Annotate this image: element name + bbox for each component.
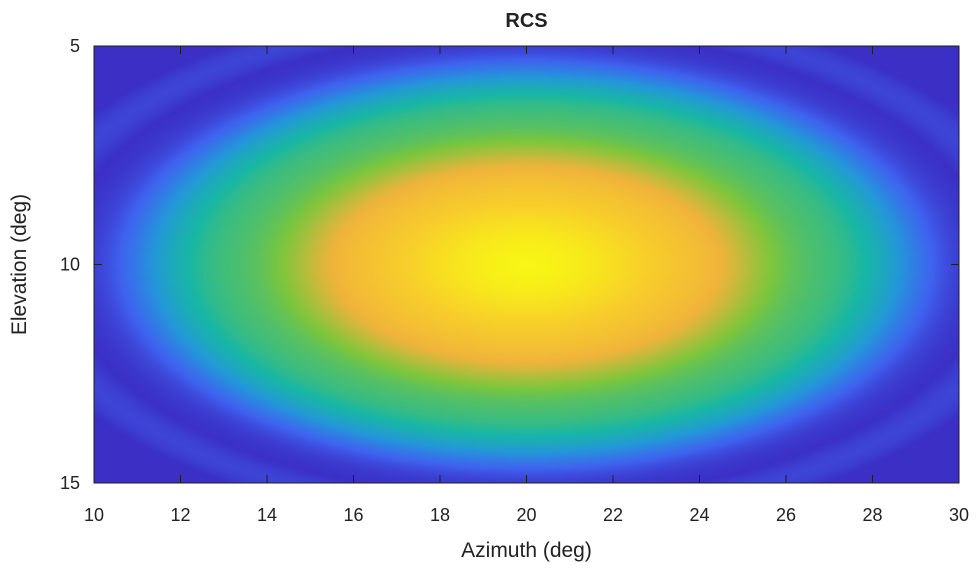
x-axis-ticks: 10 12 14 16 18 20 22 24 26 28 30 <box>84 46 969 525</box>
y-tick-label: 5 <box>70 36 80 56</box>
y-axis-ticks: 5 10 15 <box>60 36 959 493</box>
y-tick-label: 10 <box>60 255 80 275</box>
x-tick-label: 18 <box>430 505 450 525</box>
x-tick-label: 12 <box>170 505 190 525</box>
x-tick-label: 10 <box>84 505 104 525</box>
y-axis-label: Elevation (deg) <box>8 194 31 335</box>
y-tick-label: 15 <box>60 473 80 493</box>
x-tick-label: 14 <box>257 505 277 525</box>
x-tick-label: 24 <box>689 505 709 525</box>
x-tick-label: 16 <box>343 505 363 525</box>
heatmap-layer <box>94 46 959 483</box>
x-tick-label: 28 <box>862 505 882 525</box>
x-axis-label: Azimuth (deg) <box>461 539 592 562</box>
chart-title: RCS <box>505 10 547 32</box>
x-tick-label: 26 <box>776 505 796 525</box>
heatmap-image <box>94 46 959 483</box>
x-tick-label: 22 <box>603 505 623 525</box>
x-tick-label: 20 <box>516 505 536 525</box>
x-tick-label: 30 <box>949 505 969 525</box>
